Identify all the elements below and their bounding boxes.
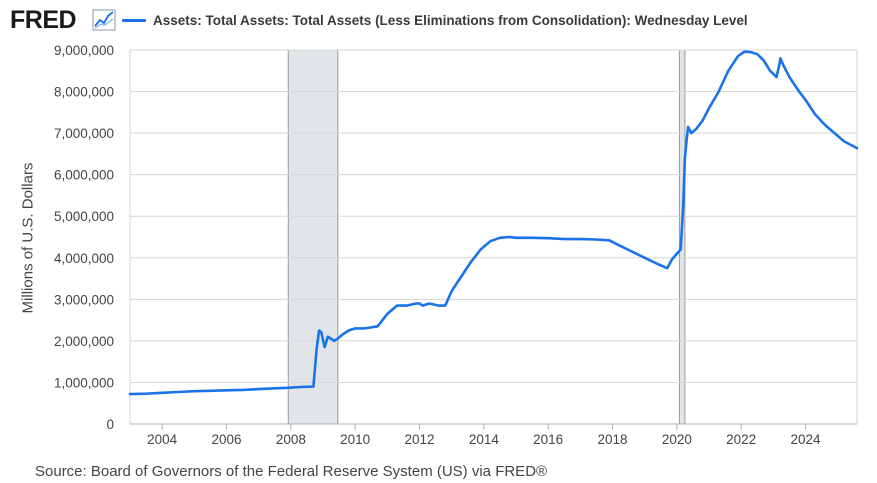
x-tick-label: 2016 (533, 432, 563, 447)
x-tick-label: 2024 (791, 432, 822, 447)
x-tick-label: 2008 (276, 432, 306, 447)
y-tick-label: 0 (106, 417, 114, 432)
x-tick-label: 2010 (340, 432, 370, 447)
y-tick-label: 2,000,000 (54, 334, 114, 349)
source-note: Source: Board of Governors of the Federa… (35, 463, 548, 480)
series-line-0 (128, 50, 859, 396)
y-tick-label: 8,000,000 (54, 85, 114, 100)
legend-swatch (122, 18, 146, 22)
y-tick-label: 3,000,000 (54, 292, 114, 307)
x-tick-label: 2006 (211, 432, 241, 447)
recession-shading-layer (287, 49, 686, 425)
gridlines-layer (129, 49, 858, 425)
x-tick-label: 2022 (726, 432, 756, 447)
recession-band-0 (287, 49, 339, 425)
x-tick-label: 2012 (404, 432, 434, 447)
x-tick-label: 2018 (597, 432, 627, 447)
y-tick-label: 4,000,000 (54, 251, 114, 266)
y-tick-label: 1,000,000 (54, 375, 114, 390)
fred-logo-graph-icon (92, 9, 116, 31)
y-tick-label: 9,000,000 (54, 43, 114, 58)
chart-header: FRED Assets: Total Assets: Total Assets … (0, 0, 877, 40)
legend: Assets: Total Assets: Total Assets (Less… (122, 11, 748, 29)
series-layer (128, 50, 859, 396)
y-tick-label: 6,000,000 (54, 168, 114, 183)
legend-series-title: Assets: Total Assets: Total Assets (Less… (153, 12, 748, 28)
x-tick-labels: 2004 2006 2008 2010 2012 2014 2016 2018 2020 2022… (147, 424, 821, 447)
x-tick-label: 2004 (147, 432, 178, 447)
fred-logo[interactable]: FRED (10, 6, 77, 34)
y-tick-labels: 0 1,000,000 2,000,000 3,000,000 4,000,000 5,0… (54, 43, 114, 432)
x-tick-label: 2020 (662, 432, 692, 447)
y-tick-label: 5,000,000 (54, 209, 114, 224)
x-tick-label: 2014 (469, 432, 500, 447)
y-tick-label: 7,000,000 (54, 126, 114, 141)
